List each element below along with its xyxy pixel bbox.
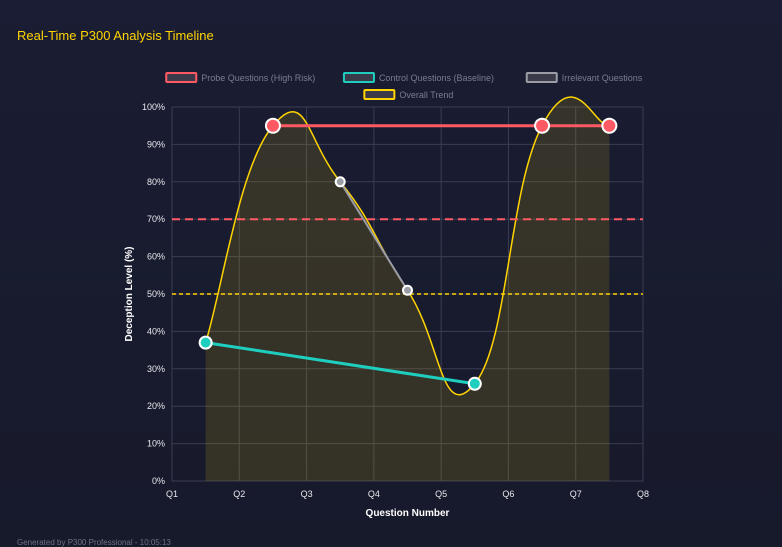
y-tick-label: 50% xyxy=(147,289,165,299)
data-point xyxy=(402,284,413,296)
legend-label: Control Questions (Baseline) xyxy=(379,73,494,83)
series-line xyxy=(339,181,409,291)
legend-swatch xyxy=(165,72,198,83)
x-tick-label: Q1 xyxy=(166,489,178,499)
x-tick-label: Q6 xyxy=(502,489,514,499)
x-axis-label: Question Number xyxy=(366,508,450,519)
page-title: Real-Time P300 Analysis Timeline xyxy=(17,28,214,43)
y-tick-label: 80% xyxy=(147,177,165,187)
x-tick-label: Q3 xyxy=(301,489,313,499)
legend-swatch xyxy=(363,89,396,100)
y-tick-label: 70% xyxy=(147,214,165,224)
y-tick-label: 40% xyxy=(147,326,165,336)
y-tick-label: 20% xyxy=(147,401,165,411)
data-point xyxy=(601,117,618,134)
series-line xyxy=(205,341,476,386)
y-tick-label: 10% xyxy=(147,439,165,449)
y-tick-label: 90% xyxy=(147,139,165,149)
y-tick-label: 30% xyxy=(147,364,165,374)
data-point xyxy=(198,335,213,350)
x-tick-label: Q4 xyxy=(368,489,380,499)
y-tick-label: 100% xyxy=(142,102,165,112)
y-tick-label: 0% xyxy=(152,476,165,486)
data-point xyxy=(467,376,482,391)
legend-swatch xyxy=(342,72,375,83)
y-tick-label: 60% xyxy=(147,252,165,262)
footer-text: Generated by P300 Professional - 10:05:1… xyxy=(17,538,171,547)
data-point xyxy=(534,117,551,134)
x-tick-label: Q8 xyxy=(637,489,649,499)
trend-area xyxy=(205,97,610,481)
legend-label: Irrelevant Questions xyxy=(562,73,643,83)
legend-label: Probe Questions (High Risk) xyxy=(201,73,315,83)
x-tick-label: Q5 xyxy=(435,489,447,499)
data-point xyxy=(264,117,281,134)
x-tick-label: Q7 xyxy=(570,489,582,499)
x-tick-label: Q2 xyxy=(233,489,245,499)
y-axis-label: Deception Level (%) xyxy=(124,246,135,341)
legend-swatch xyxy=(525,72,558,83)
data-point xyxy=(334,176,346,188)
legend-label: Overall Trend xyxy=(399,90,453,100)
